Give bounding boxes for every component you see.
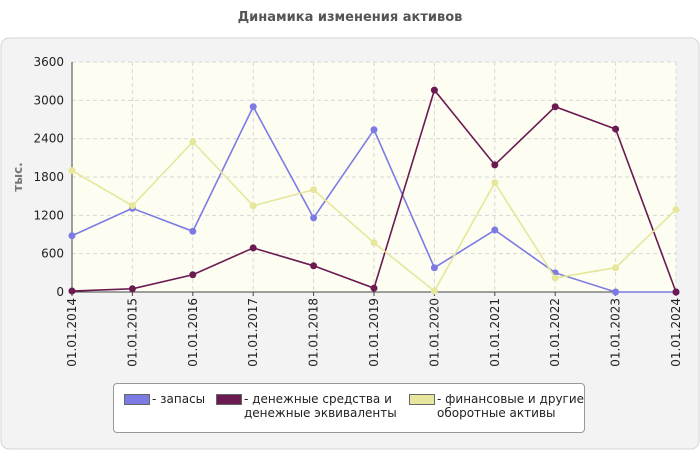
x-tick-label: 01.01.2018 — [307, 298, 321, 367]
x-tick-label: 01.01.2019 — [367, 298, 381, 367]
data-point — [249, 103, 257, 111]
data-point — [612, 125, 620, 133]
data-point — [370, 239, 378, 247]
data-point — [249, 244, 257, 252]
x-tick-label: 01.01.2015 — [125, 298, 139, 367]
data-point — [189, 227, 197, 235]
y-tick-label: 1200 — [33, 208, 64, 222]
data-point — [249, 202, 257, 210]
data-point — [612, 288, 620, 296]
legend: - запасы - денежные средства и денежные э… — [113, 383, 585, 433]
data-point — [672, 288, 680, 296]
data-point — [612, 264, 620, 272]
data-point — [68, 287, 76, 295]
x-tick-label: 01.01.2021 — [488, 298, 502, 367]
legend-swatch — [409, 394, 435, 405]
x-tick-label: 01.01.2024 — [669, 298, 683, 367]
legend-label: - финансовые и другие оборотные активы — [437, 392, 585, 420]
x-tick-label: 01.01.2014 — [65, 298, 79, 367]
legend-item: - финансовые и другие оборотные активы — [409, 392, 597, 420]
x-tick-label: 01.01.2016 — [186, 298, 200, 367]
data-point — [491, 179, 499, 187]
data-point — [310, 262, 318, 270]
legend-swatch — [124, 394, 150, 405]
y-tick-label: 2400 — [33, 132, 64, 146]
legend-label: - денежные средства и денежные эквивален… — [244, 392, 397, 420]
x-tick-label: 01.01.2023 — [609, 298, 623, 367]
data-point — [370, 284, 378, 292]
y-tick-label: 0 — [56, 285, 64, 299]
x-tick-label: 01.01.2020 — [427, 298, 441, 367]
legend-swatch — [216, 394, 242, 405]
y-tick-label: 3000 — [33, 93, 64, 107]
data-point — [189, 271, 197, 279]
y-tick-label: 600 — [41, 247, 64, 261]
data-point — [128, 202, 136, 210]
data-point — [430, 264, 438, 272]
chart-title: Динамика изменения активов — [238, 10, 463, 25]
legend-label: - запасы — [152, 392, 206, 406]
data-point — [551, 103, 559, 111]
data-point — [430, 287, 438, 295]
y-axis-label: тыс. — [11, 162, 25, 191]
data-point — [370, 126, 378, 134]
data-point — [491, 226, 499, 234]
y-tick-label: 3600 — [33, 55, 64, 69]
data-point — [491, 161, 499, 169]
data-point — [430, 86, 438, 94]
legend-item: - запасы — [124, 392, 232, 406]
data-point — [672, 206, 680, 214]
y-tick-label: 1800 — [33, 170, 64, 184]
x-tick-label: 01.01.2022 — [548, 298, 562, 367]
data-point — [189, 138, 197, 146]
data-point — [128, 285, 136, 293]
data-point — [310, 214, 318, 222]
data-point — [68, 167, 76, 175]
data-point — [310, 186, 318, 194]
legend-item: - денежные средства и денежные эквивален… — [216, 392, 404, 420]
x-tick-label: 01.01.2017 — [246, 298, 260, 367]
data-point — [551, 274, 559, 282]
data-point — [68, 232, 76, 240]
